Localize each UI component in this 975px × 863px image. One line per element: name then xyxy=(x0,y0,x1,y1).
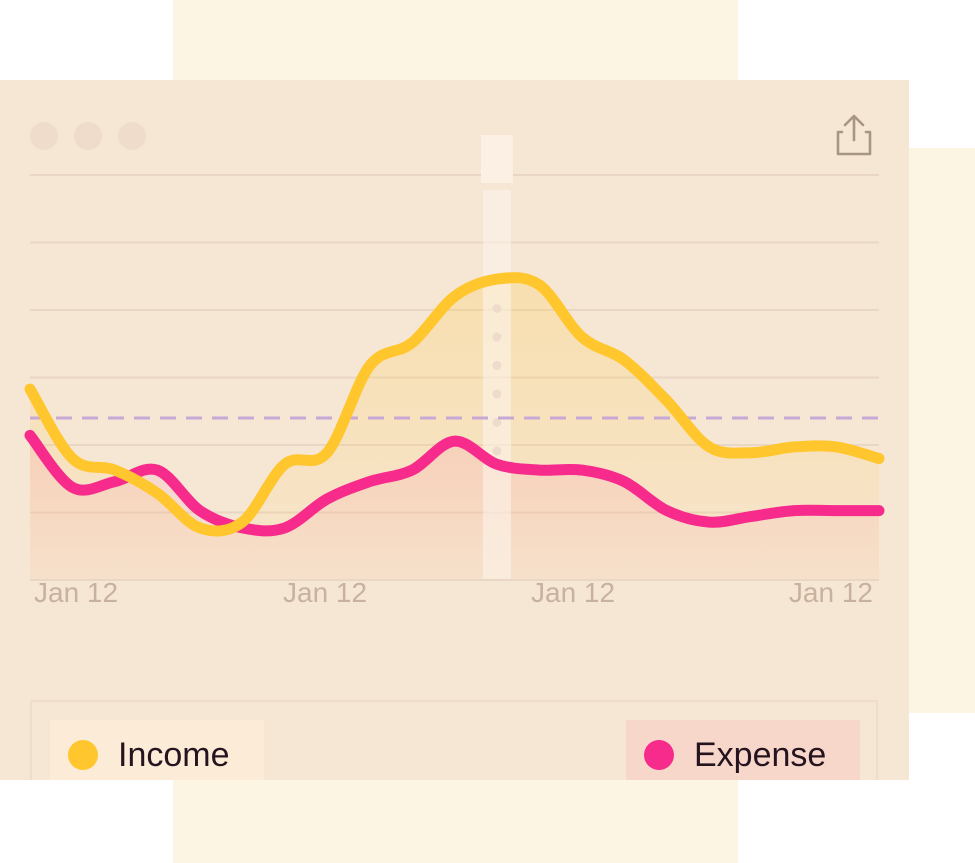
legend-income-label: Income xyxy=(118,735,230,774)
highlight-dot-5 xyxy=(492,418,502,427)
window-controls xyxy=(30,122,146,150)
highlight-dot-3 xyxy=(492,361,502,370)
x-tick-label-0: Jan 12 xyxy=(34,577,118,608)
line-chart: Jan 12 Jan 12 Jan 12 Jan 12 xyxy=(24,135,885,608)
share-button[interactable] xyxy=(832,110,876,158)
area-expense xyxy=(30,435,879,580)
window-dot-3[interactable] xyxy=(118,122,146,150)
highlight-dot-2 xyxy=(492,332,502,342)
x-tick-label-3: Jan 12 xyxy=(789,577,873,608)
series-line-income xyxy=(24,272,885,537)
highlight-dot-6 xyxy=(492,446,502,456)
share-icon xyxy=(836,114,872,156)
highlight-column xyxy=(482,190,511,580)
chart-card: Jan 12 Jan 12 Jan 12 Jan 12 Income Expense xyxy=(0,80,909,780)
highlight-dot-4 xyxy=(492,389,502,399)
legend: Income Expense xyxy=(30,700,878,780)
highlight-dot-1 xyxy=(492,304,502,313)
legend-item-expense[interactable]: Expense xyxy=(626,720,860,780)
income-swatch xyxy=(68,740,98,770)
legend-expense-label: Expense xyxy=(694,735,827,774)
expense-swatch xyxy=(644,740,674,770)
x-tick-label-2: Jan 12 xyxy=(531,577,615,608)
window-dot-1[interactable] xyxy=(30,122,58,150)
x-tick-label-1: Jan 12 xyxy=(283,577,367,608)
series-line-expense xyxy=(24,429,885,537)
tooltip-marker xyxy=(480,135,513,183)
window-dot-2[interactable] xyxy=(74,122,102,150)
legend-item-income[interactable]: Income xyxy=(50,720,264,780)
